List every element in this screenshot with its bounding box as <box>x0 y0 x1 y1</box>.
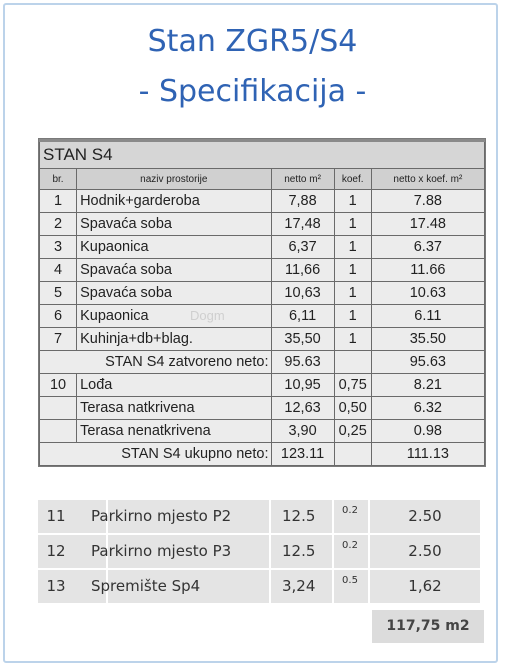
room-no <box>38 396 78 420</box>
extra-no: 13 <box>46 577 66 595</box>
total-row: STAN S4 ukupno neto: 123.11 111.13 <box>39 442 486 466</box>
closed-area: 95.63 <box>270 350 335 374</box>
room-name: Terasa natkrivena <box>76 396 272 420</box>
room-name: Spavaća soba <box>76 212 272 236</box>
room-no: 4 <box>38 258 78 282</box>
table-row: 5 Spavaća soba 10,63 1 10.63 <box>38 281 486 305</box>
room-no: 6 <box>38 304 78 328</box>
total-area: 123.11 <box>270 442 335 466</box>
room-no: 5 <box>38 281 78 305</box>
room-name: Kupaonica <box>76 304 272 328</box>
table-row: 1 Hodnik+garderoba 7,88 1 7.88 <box>38 189 486 213</box>
room-result: 8.21 <box>370 373 486 397</box>
room-result: 17.48 <box>370 212 486 236</box>
room-no: 3 <box>38 235 78 259</box>
total-result: 111.13 <box>370 442 486 466</box>
room-coef: 1 <box>333 189 372 213</box>
room-no <box>38 419 78 443</box>
room-coef: 1 <box>333 327 372 351</box>
extra-coef: 0.2 <box>342 505 358 516</box>
room-coef: 1 <box>333 212 372 236</box>
room-area: 11,66 <box>270 258 335 282</box>
extra-no: 11 <box>46 507 66 525</box>
room-result: 11.66 <box>370 258 486 282</box>
extra-row: 13 Spremište Sp4 3,24 0.5 1,62 <box>38 570 480 603</box>
room-name: Lođa <box>76 373 272 397</box>
room-result: 7.88 <box>370 189 486 213</box>
extra-no: 12 <box>46 542 66 560</box>
room-area: 12,63 <box>270 396 335 420</box>
table-row: 4 Spavaća soba 11,66 1 11.66 <box>38 258 486 282</box>
closed-label: STAN S4 zatvoreno neto: <box>39 350 272 374</box>
room-no: 10 <box>38 373 78 397</box>
table-row: 6 Kupaonica 6,11 1 6.11 <box>38 304 486 328</box>
extra-name: Parkirno mjesto P2 <box>91 507 232 525</box>
extra-area: 12.5 <box>282 542 316 560</box>
extra-row: 12 Parkirno mjesto P3 12.5 0.2 2.50 <box>38 535 480 568</box>
room-result: 6.11 <box>370 304 486 328</box>
extra-coef: 0.5 <box>342 575 358 586</box>
room-result: 10.63 <box>370 281 486 305</box>
page-title: Stan ZGR5/S4 <box>147 24 358 59</box>
subtotal-row: STAN S4 zatvoreno neto: 95.63 95.63 <box>39 350 486 374</box>
table-row: 3 Kupaonica 6,37 1 6.37 <box>38 235 486 259</box>
room-no: 7 <box>38 327 78 351</box>
table-row: 2 Spavaća soba 17,48 1 17.48 <box>38 212 486 236</box>
table-row: Terasa nenatkrivena 3,90 0,25 0.98 <box>38 419 486 443</box>
room-name: Kupaonica <box>76 235 272 259</box>
spec-table-title: STAN S4 <box>39 139 485 169</box>
room-result: 6.37 <box>370 235 486 259</box>
room-coef: 1 <box>333 258 372 282</box>
room-area: 6,11 <box>270 304 335 328</box>
room-name: Spavaća soba <box>76 258 272 282</box>
room-coef: 1 <box>333 304 372 328</box>
room-coef: 1 <box>333 281 372 305</box>
room-coef: 0,50 <box>333 396 372 420</box>
table-row: Terasa natkrivena 12,63 0,50 6.32 <box>38 396 486 420</box>
room-result: 6.32 <box>370 396 486 420</box>
room-coef: 0,75 <box>333 373 372 397</box>
closed-result: 95.63 <box>370 350 486 374</box>
table-row: 7 Kuhinja+db+blag. 35,50 1 35.50 <box>38 327 486 351</box>
col-header-name: naziv prostorije <box>76 168 272 190</box>
col-header-coef: koef. <box>333 168 372 190</box>
room-result: 0.98 <box>370 419 486 443</box>
col-header-result: netto x koef. m² <box>370 168 486 190</box>
room-name: Hodnik+garderoba <box>76 189 272 213</box>
room-area: 7,88 <box>270 189 335 213</box>
page-subtitle: - Specifikacija - <box>138 74 367 109</box>
room-area: 3,90 <box>270 419 335 443</box>
table-row: 10 Lođa 10,95 0,75 8.21 <box>38 373 486 397</box>
room-result: 35.50 <box>370 327 486 351</box>
watermark: Dogm <box>190 308 225 323</box>
room-name: Spavaća soba <box>76 281 272 305</box>
extra-result: 1,62 <box>408 577 442 595</box>
room-no: 1 <box>38 189 78 213</box>
col-header-area: netto m² <box>270 168 335 190</box>
room-area: 10,95 <box>270 373 335 397</box>
room-name: Terasa nenatkrivena <box>76 419 272 443</box>
grand-total: 117,75 m2 <box>372 610 484 643</box>
extra-result: 2.50 <box>408 542 442 560</box>
extra-area: 3,24 <box>282 577 316 595</box>
room-no: 2 <box>38 212 78 236</box>
room-area: 6,37 <box>270 235 335 259</box>
room-coef: 1 <box>333 235 372 259</box>
spec-table: STAN S4 br. naziv prostorije netto m² ko… <box>38 138 486 467</box>
room-area: 10,63 <box>270 281 335 305</box>
room-coef: 0,25 <box>333 419 372 443</box>
room-area: 35,50 <box>270 327 335 351</box>
extra-name: Spremište Sp4 <box>91 577 201 595</box>
extra-area: 12.5 <box>282 507 316 525</box>
col-header-no: br. <box>38 168 78 190</box>
extra-row: 11 Parkirno mjesto P2 12.5 0.2 2.50 <box>38 500 480 533</box>
total-label: STAN S4 ukupno neto: <box>39 442 272 466</box>
extra-result: 2.50 <box>408 507 442 525</box>
room-name: Kuhinja+db+blag. <box>76 327 272 351</box>
room-area: 17,48 <box>270 212 335 236</box>
extra-name: Parkirno mjesto P3 <box>91 542 232 560</box>
extra-coef: 0.2 <box>342 540 358 551</box>
